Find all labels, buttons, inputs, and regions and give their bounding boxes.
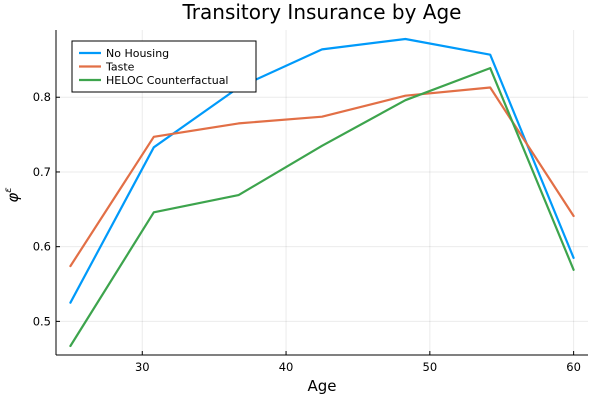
axes-layer: 30 40 50 60 0.5 0.6 0.7 0.8 [33, 30, 588, 374]
y-tick-label: 0.8 [33, 90, 51, 104]
series-layer [69, 37, 575, 348]
chart-title: Transitory Insurance by Age [182, 0, 462, 24]
series-line-taste [69, 86, 575, 268]
y-axis-label-group: φε [3, 187, 22, 203]
series-line-heloc-counterfactual [69, 66, 575, 348]
y-axis-label: φε [3, 187, 22, 203]
y-axis-label-symbol: φ [4, 193, 22, 203]
series-line-no-housing [69, 37, 575, 304]
x-tick-label: 30 [135, 360, 150, 374]
legend-label: No Housing [106, 47, 169, 60]
x-tick-label: 50 [423, 360, 438, 374]
legend-label: Taste [105, 61, 135, 74]
x-tick-label: 60 [566, 360, 581, 374]
y-tick-label: 0.6 [33, 240, 51, 254]
legend-box [71, 40, 257, 93]
y-tick-label: 0.7 [33, 165, 51, 179]
x-tick-label: 40 [279, 360, 294, 374]
x-axis-label: Age [307, 377, 336, 395]
legend-label: HELOC Counterfactual [106, 74, 229, 87]
y-axis-label-superscript: ε [3, 187, 14, 193]
y-tick-label: 0.5 [33, 314, 51, 328]
